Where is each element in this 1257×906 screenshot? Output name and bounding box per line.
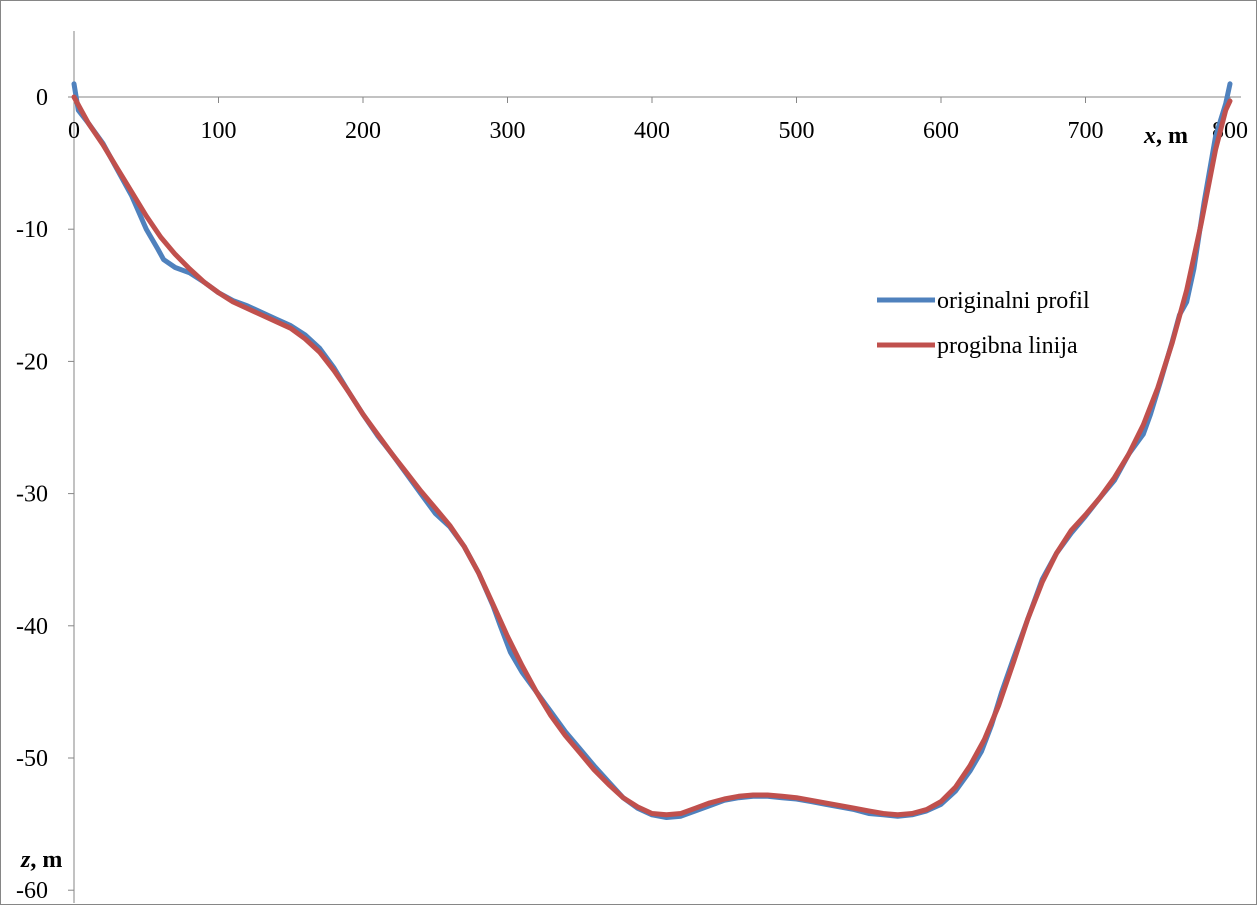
y-tick-label: -60 — [16, 878, 48, 904]
axes — [73, 31, 1241, 903]
x-tick-label: 400 — [634, 118, 670, 144]
legend-label-originalni-profil: originalni profil — [937, 288, 1090, 314]
x-axis-variable: x — [1143, 123, 1156, 149]
series-line-progibna-linija — [71, 94, 1233, 818]
x-tick-label: 200 — [345, 118, 381, 144]
y-axis-variable: z — [20, 847, 31, 873]
legend: originalni profil progibna linija — [877, 288, 1090, 359]
y-axis-title: z, m — [20, 847, 62, 873]
y-tick-label: -20 — [16, 349, 48, 375]
y-tick-label: 0 — [36, 85, 48, 111]
series-line-originalni-profil — [71, 81, 1233, 820]
y-tick-label: -30 — [16, 482, 48, 508]
x-tick-label: 600 — [923, 118, 959, 144]
y-axis-unit: , m — [30, 847, 62, 873]
x-tick-label: 500 — [779, 118, 815, 144]
y-tick-label: -40 — [16, 614, 48, 640]
x-tick-labels: 0 100 200 300 400 500 600 700 800 — [68, 97, 1248, 144]
x-tick-label: 100 — [201, 118, 237, 144]
y-tick-labels: 0 -10 -20 -30 -40 -50 -60 — [16, 85, 74, 904]
x-axis-unit: , m — [1156, 123, 1188, 149]
y-tick-label: -10 — [16, 217, 48, 243]
legend-label-progibna-linija: progibna linija — [937, 333, 1078, 359]
x-tick-label: 300 — [490, 118, 526, 144]
x-tick-label: 0 — [68, 118, 80, 144]
x-axis-title: x, m — [1143, 123, 1188, 149]
x-tick-label: 700 — [1068, 118, 1104, 144]
y-tick-label: -50 — [16, 746, 48, 772]
series-lines — [71, 81, 1233, 820]
